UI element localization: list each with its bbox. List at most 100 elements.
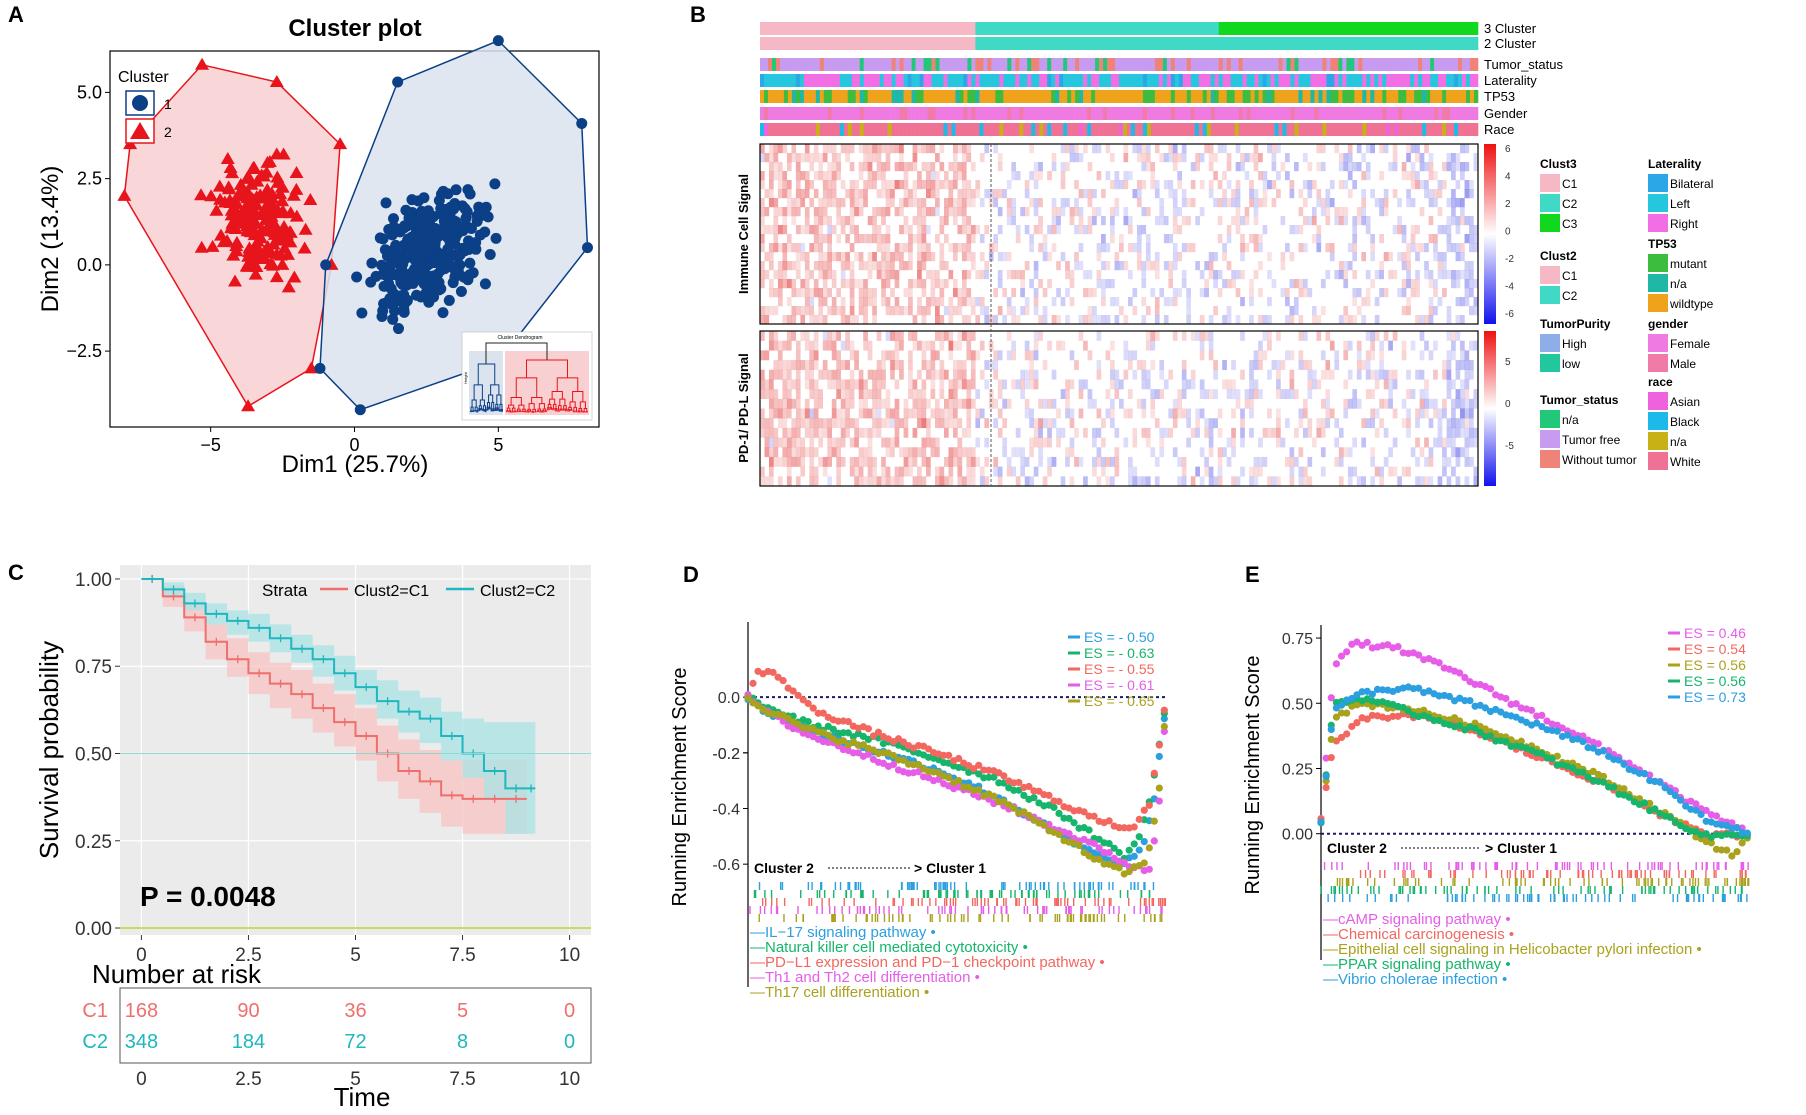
heatmap-cell [850,162,855,171]
heatmap-cell [1132,306,1137,315]
heatmap-cell [1191,379,1196,389]
heatmap-cell [863,153,868,162]
heatmap-cell [904,162,909,171]
annotation-cell [1279,58,1283,71]
heatmap-cell [1236,315,1241,324]
heatmap-cell [1088,189,1093,198]
heatmap-cell [791,457,796,467]
heatmap-cell [1123,315,1128,324]
annotation-cell [1151,58,1155,71]
heatmap-cell [773,243,778,252]
heatmap-cell [1173,261,1178,270]
heatmap-cell [1267,270,1272,279]
annotation-cell [1163,74,1167,87]
heatmap-cell [1469,370,1474,380]
heatmap-cell [1141,379,1146,389]
heatmap-cell [823,261,828,270]
heatmap-cell [1097,409,1102,419]
heatmap-cell [962,225,967,234]
heatmap-cell [1209,144,1214,153]
heatmap-cell [872,457,877,467]
heatmap-cell [1106,476,1111,486]
heatmap-cell [854,350,859,360]
scale-tick-label: -2 [1505,254,1514,265]
risk-value: 0 [564,1031,575,1053]
heatmap-cell [1258,288,1263,297]
heatmap-cell [769,189,774,198]
heatmap-cell [1222,447,1227,457]
heatmap-cell [1411,144,1416,153]
enrichment-point [1116,849,1123,856]
heatmap-cell [854,180,859,189]
heatmap-cell [863,288,868,297]
heatmap-cell [1348,447,1353,457]
heatmap-cell [760,243,765,252]
heatmap-cell [1339,216,1344,225]
heatmap-cell [953,370,958,380]
heatmap-cell [993,198,998,207]
heatmap-cell [935,418,940,428]
heatmap-cell [863,428,868,438]
heatmap-cell [940,476,945,486]
heatmap-cell [1442,399,1447,409]
annotation-cell [1227,58,1231,71]
heatmap-cell [769,447,774,457]
heatmap-cell [1038,225,1043,234]
annotation-cell [856,58,860,71]
annotation-cell [971,74,975,87]
heatmap-cell [1115,370,1120,380]
heatmap-cell [1375,379,1380,389]
heatmap-cell [1052,315,1057,324]
heatmap-cell [1227,198,1232,207]
heatmap-cell [773,399,778,409]
annotation-cell [1302,123,1306,136]
heatmap-cell [1424,270,1429,279]
annotation-cell [1127,123,1131,136]
annotation-cell [900,107,904,120]
heatmap-cell [814,261,819,270]
heatmap-cell [832,252,837,261]
heatmap-cell [1330,198,1335,207]
annotation-cell [784,107,788,120]
heatmap-cell [1137,144,1142,153]
heatmap-cell [926,297,931,306]
heatmap-cell [1254,467,1259,477]
heatmap-cell [1061,171,1066,180]
heatmap-cell [913,216,918,225]
heatmap-cell [1447,216,1452,225]
annotation-cell [1386,58,1390,71]
annotation-cell [1171,107,1175,120]
annotation-cell [1239,90,1243,103]
annotation-cell [943,74,947,87]
annotation-cell [1139,90,1143,103]
annotation-cell [1211,90,1215,103]
enrichment-point [1131,823,1138,830]
heatmap-cell [1097,331,1102,341]
heatmap-cell [1186,297,1191,306]
heatmap-cell [836,447,841,457]
heatmap-cell [1177,288,1182,297]
heatmap-cell [944,261,949,270]
heatmap-cell [1065,198,1070,207]
heatmap-cell [1294,428,1299,438]
heatmap-cell [1141,279,1146,288]
heatmap-cell [966,252,971,261]
cluster-1-point [380,197,391,208]
annotation-cell [1462,90,1466,103]
heatmap-cell [1025,180,1030,189]
heatmap-cell [1312,370,1317,380]
annotation-cell [1127,58,1131,71]
heatmap-cell [818,389,823,399]
heatmap-cell [1451,379,1456,389]
heatmap-cell [1056,341,1061,351]
heatmap-cell [1352,399,1357,409]
heatmap-cell [1290,189,1295,198]
heatmap-cell [881,207,886,216]
heatmap-cell [1442,447,1447,457]
heatmap-cell [1002,315,1007,324]
heatmap-cell [1106,261,1111,270]
heatmap-cell [1132,144,1137,153]
heatmap-cell [1438,207,1443,216]
heatmap-cell [850,399,855,409]
annotation-cell [1167,90,1171,103]
